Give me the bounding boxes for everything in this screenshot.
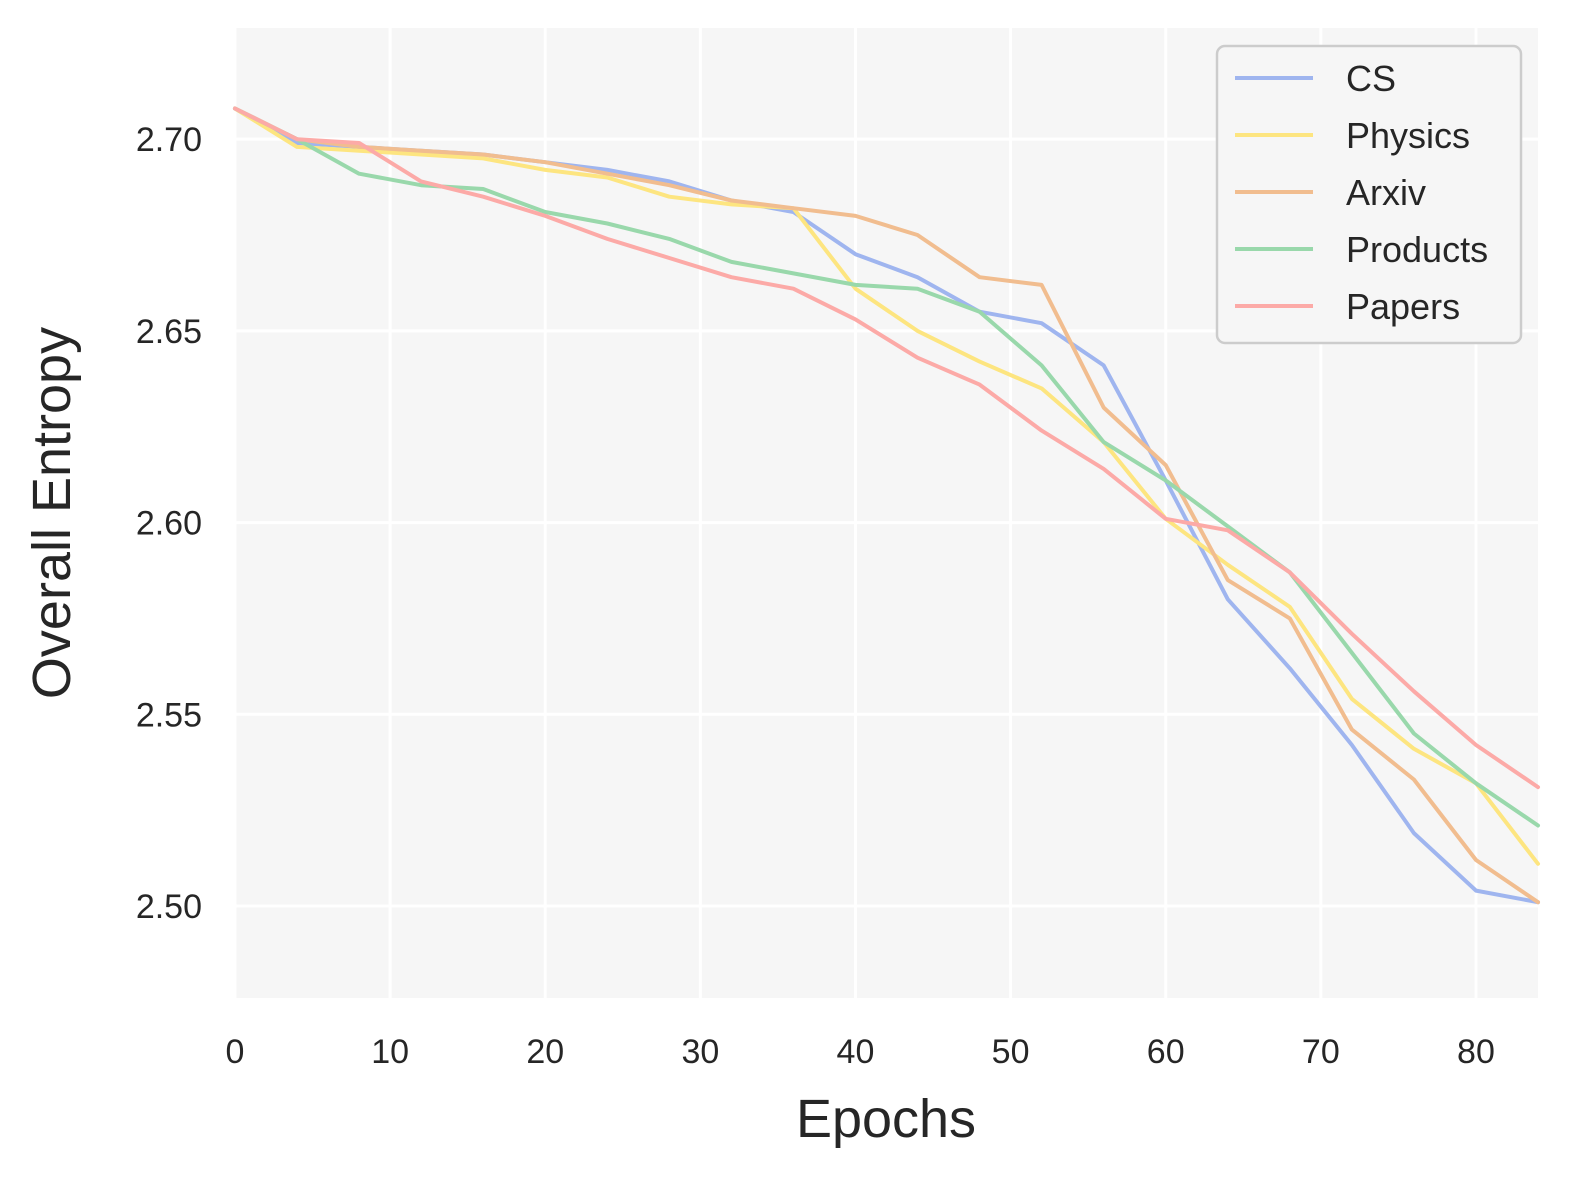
y-axis-label: Overall Entropy xyxy=(22,327,82,699)
y-tick-label: 2.60 xyxy=(136,505,202,543)
legend-label-physics: Physics xyxy=(1346,115,1470,156)
series-line-papers xyxy=(233,106,1540,790)
y-tick-label: 2.65 xyxy=(136,313,202,351)
x-tick-label: 60 xyxy=(1147,1033,1185,1071)
x-tick-label: 40 xyxy=(837,1033,875,1071)
legend-items: CS Physics Arxiv Products Papers xyxy=(1235,58,1488,327)
y-tick-label: 2.55 xyxy=(136,696,202,734)
x-tick-label: 80 xyxy=(1457,1033,1495,1071)
legend-label-papers: Papers xyxy=(1346,286,1460,327)
legend-label-arxiv: Arxiv xyxy=(1346,172,1426,213)
series-lines xyxy=(233,106,1540,905)
x-tick-label: 70 xyxy=(1302,1033,1340,1071)
y-tick-label: 2.70 xyxy=(136,121,202,159)
y-tick-label: 2.50 xyxy=(136,888,202,926)
x-tick-label: 0 xyxy=(226,1033,245,1071)
x-tick-label: 20 xyxy=(526,1033,564,1071)
y-tick-labels: 2.50 2.55 2.60 2.65 2.70 xyxy=(136,121,202,926)
series-line-arxiv xyxy=(233,106,1540,905)
x-axis-label: Epochs xyxy=(796,1089,976,1149)
x-tick-labels: 0 10 20 30 40 50 60 70 80 xyxy=(226,1033,1495,1071)
series-line-physics xyxy=(233,106,1540,866)
x-tick-label: 30 xyxy=(681,1033,719,1071)
legend-box xyxy=(1215,44,1523,345)
legend-label-products: Products xyxy=(1346,229,1488,270)
legend: CS Physics Arxiv Products Papers xyxy=(1215,44,1523,345)
x-tick-label: 10 xyxy=(371,1033,409,1071)
x-tick-label: 50 xyxy=(992,1033,1030,1071)
legend-label-cs: CS xyxy=(1346,58,1396,99)
